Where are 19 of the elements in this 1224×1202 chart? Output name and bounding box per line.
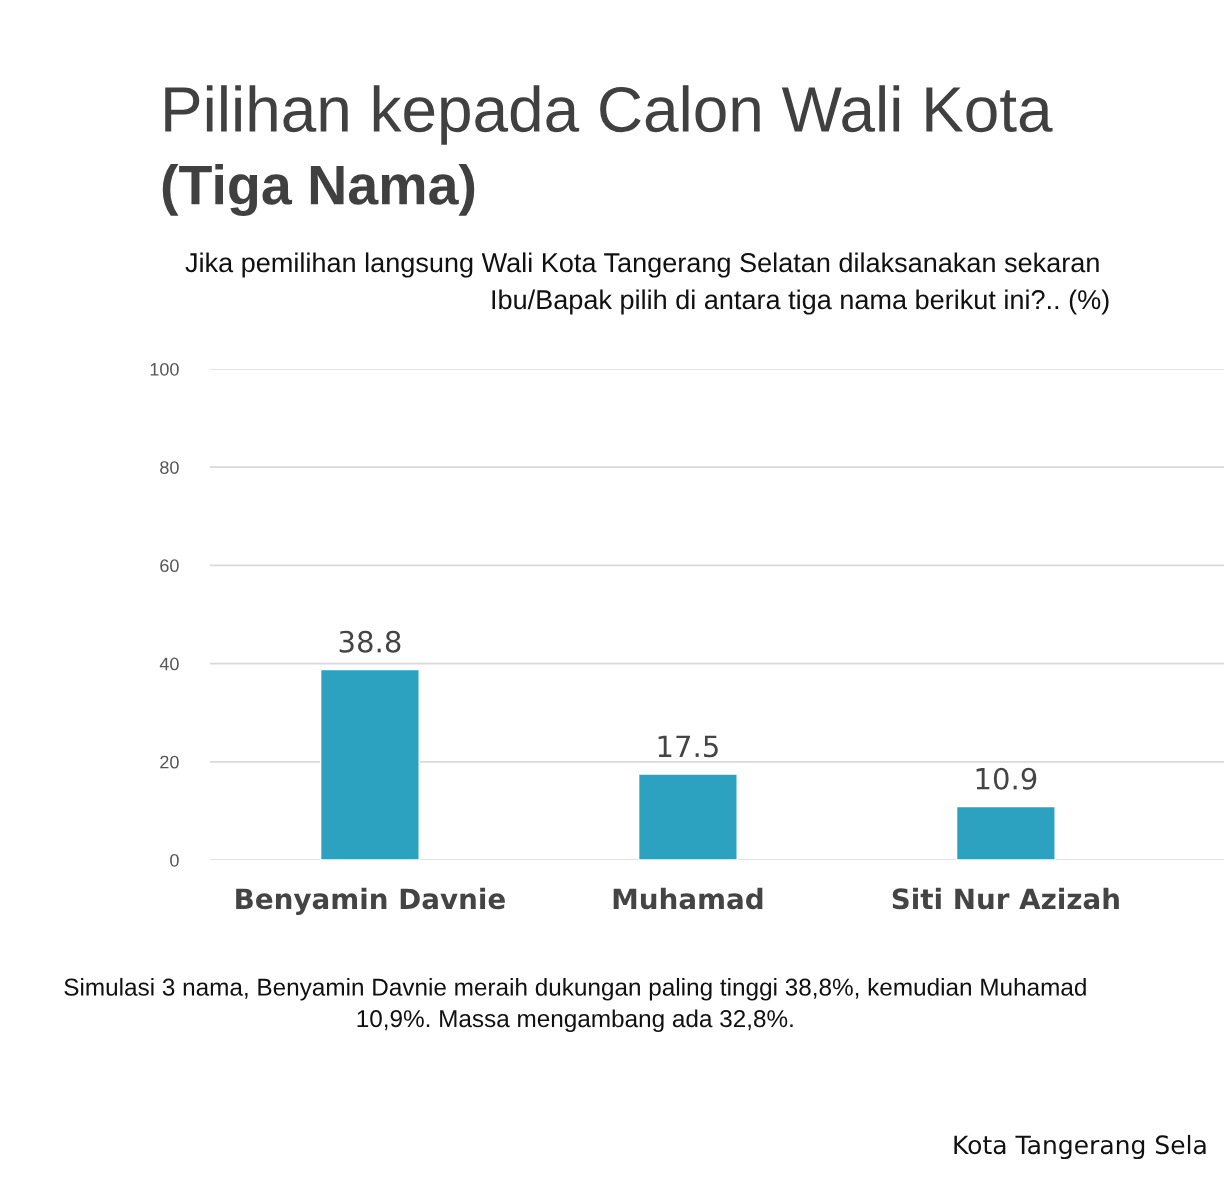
data-label: 17.5 <box>658 735 718 758</box>
y-tick-label: 0 <box>170 853 179 867</box>
text: Simulasi 3 nama, Benyamin Davnie meraih dukungan paling tinggi 38,8%, kemudian Muhamad 10,9%. Massa mengambang ada 32,8%. <box>64 977 1086 1033</box>
y-tick-label: 20 <box>160 755 179 769</box>
y-tick-label: 80 <box>160 461 179 474</box>
y-tick-label: 60 <box>160 559 179 573</box>
y-tick-label: 40 <box>159 657 179 671</box>
x-tick-label: Siti Nur Azizah <box>892 887 1119 910</box>
x-tick-label: Muhamad <box>613 887 763 910</box>
y-tick-label: 100 <box>150 362 179 376</box>
bar <box>319 668 420 860</box>
bar <box>637 773 738 860</box>
data-label: 38.8 <box>339 630 401 653</box>
data-label: 10.9 <box>976 767 1037 790</box>
bar <box>955 805 1056 860</box>
chart-title: Pilihan kepada Calon Wali Kota (Tiga Nama) <box>162 85 1053 217</box>
x-tick-label: Benyamin Davnie <box>236 887 505 915</box>
chart-subtitle: Jika pemilihan langsung Wali Kota Tangerang Selatan dilaksanakan sekaran Ibu/Bapak pilih di antara tiga nama berikut ini?.. (%) <box>185 252 1109 315</box>
text: Kota Tangerang Sela <box>954 1134 1206 1160</box>
